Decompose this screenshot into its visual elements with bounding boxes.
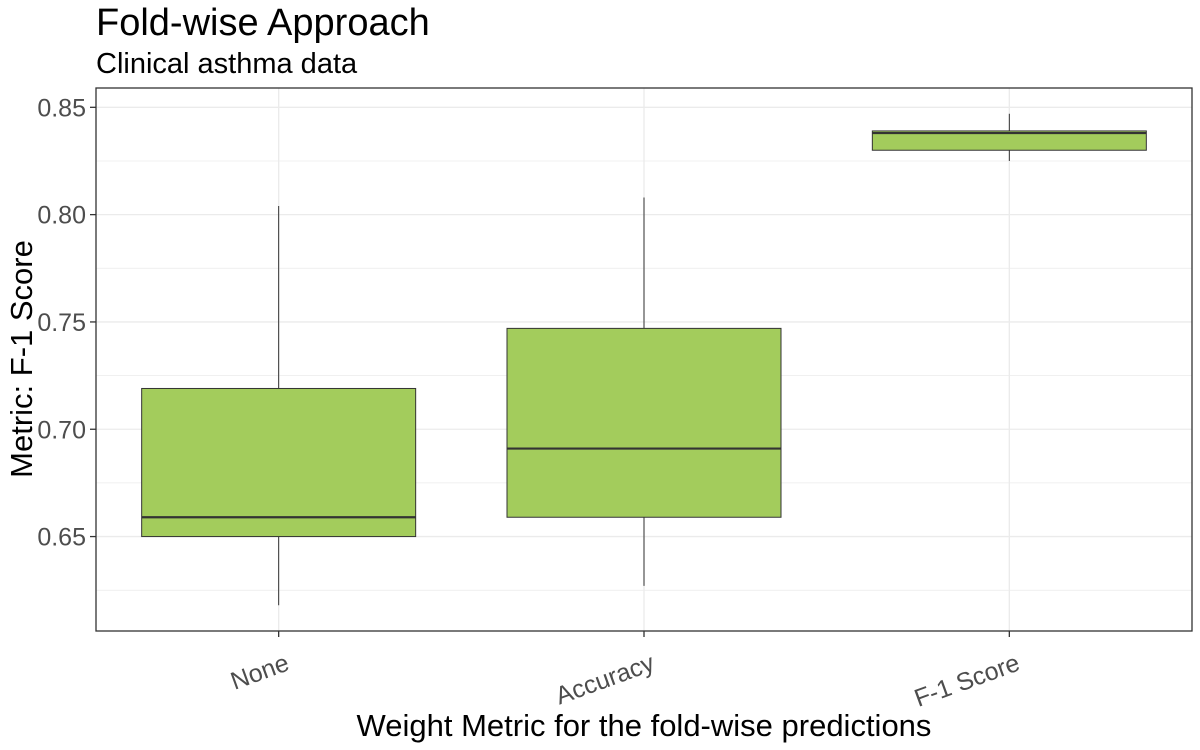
box-series — [141, 113, 1147, 606]
y-tick-label: 0.80 — [37, 202, 86, 230]
y-tick-label: 0.70 — [37, 416, 86, 444]
box-body — [871, 130, 1147, 151]
box-body — [141, 387, 417, 538]
x-tick-label: None — [227, 649, 293, 696]
y-tick-label: 0.75 — [37, 309, 86, 337]
chart-title: Fold-wise Approach — [96, 2, 430, 44]
chart-subtitle: Clinical asthma data — [96, 48, 358, 80]
box-body — [506, 327, 782, 518]
y-tick-label: 0.85 — [37, 94, 86, 122]
x-axis-title: Weight Metric for the fold-wise predicti… — [357, 708, 932, 743]
box-f-1-score — [871, 113, 1147, 161]
box-none — [141, 206, 417, 606]
x-tick-label: F-1 Score — [911, 649, 1024, 713]
box-accuracy — [506, 197, 782, 586]
y-axis-title: Metric: F-1 Score — [4, 240, 39, 478]
y-tick-label: 0.65 — [37, 524, 86, 552]
x-tick-label: Accuracy — [552, 649, 659, 711]
